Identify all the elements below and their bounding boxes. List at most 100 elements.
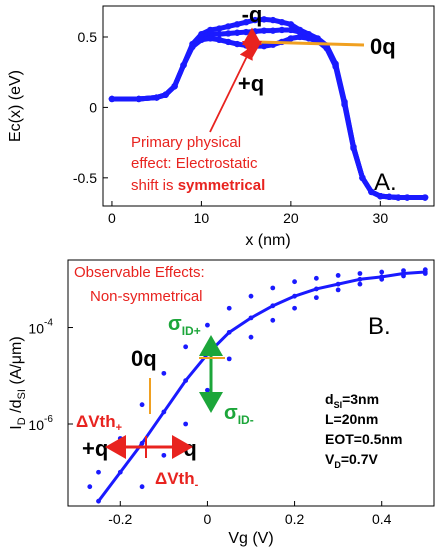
panel-b-data-point	[357, 281, 363, 287]
panel-a-data-point	[233, 29, 241, 36]
panel-a-data-point	[216, 25, 223, 32]
panel-a-data-point	[162, 91, 169, 98]
panel-a-data-point	[225, 30, 232, 37]
panel-b-xtick-label: -0.2	[108, 511, 132, 527]
panel-b-ytick-label: 10	[28, 321, 44, 337]
panel-a-data-point	[287, 21, 295, 28]
panel-a-xlabel: x (nm)	[245, 232, 290, 249]
panel-a-xtick-label: 20	[283, 210, 299, 226]
panel-b-data-point	[292, 305, 297, 311]
panel-b-xtick-label: 0	[204, 511, 212, 527]
primary-effect-bold: symmetrical	[178, 177, 266, 194]
panel-b-data-point	[161, 409, 167, 415]
red-pointer-a	[209, 46, 253, 133]
panel-b-data-point	[422, 271, 428, 276]
panel-a: 0 10 20 300.50-0.5 Ec(x) (eV) x (nm) -q 0q …	[7, 2, 435, 249]
panel-a-data-point	[395, 194, 402, 201]
panel-b-data-point	[357, 276, 363, 282]
sigma-id-plus: σID+	[168, 313, 201, 338]
panel-b-data-point	[183, 421, 189, 427]
panel-a-axes: 0 10 20 30 0.5 0 -0.5	[73, 29, 388, 226]
panel-b-data-point	[205, 351, 210, 357]
panel-b-data-point	[313, 275, 319, 281]
panel-b-data-point	[422, 267, 428, 273]
panel-b-data-point	[292, 279, 297, 285]
panel-b-data-point	[226, 305, 232, 311]
panel-b-data-point	[379, 269, 385, 275]
panel-b-data-point	[401, 273, 406, 279]
panel-a-ytick-label: 0.5	[78, 29, 98, 45]
panel-a-id: A.	[374, 169, 397, 196]
panel-a-ytick-label: -0.5	[73, 170, 97, 186]
panel-a-data-point	[296, 28, 304, 36]
panel-b-data-point	[292, 293, 297, 299]
panel-a-data-point	[216, 36, 223, 44]
panel-b-data-point	[139, 484, 145, 490]
panel-a-data-point	[135, 95, 142, 103]
panel-b-data-point	[205, 322, 210, 328]
panel-a-data-point	[296, 33, 304, 41]
panel-a-data-point	[278, 26, 286, 34]
param-dsi: dSI=3nm	[325, 391, 379, 410]
label-minus-q-a: -q	[242, 2, 263, 27]
panel-b-data-point	[248, 293, 254, 299]
primary-effect-line1: Primary physical	[131, 134, 241, 151]
panel-a-data-point	[287, 35, 295, 42]
panel-b-data-point	[161, 452, 167, 458]
panel-a-data-point	[350, 145, 357, 152]
label-zero-q-a: 0q	[370, 34, 396, 59]
panel-a-data-point	[171, 83, 178, 90]
dvth-minus: ΔVth-	[155, 469, 199, 491]
panel-b-data-point	[117, 436, 123, 441]
panel-b-data-point	[248, 315, 254, 321]
panel-a-ylabel: Ec(x) (eV)	[7, 70, 24, 142]
label-plus-q-a: +q	[238, 71, 264, 96]
panel-a-data-point	[403, 194, 411, 201]
panel-a-data-point	[287, 26, 295, 34]
panel-a-data-point	[153, 94, 160, 101]
panel-a-data-point	[260, 27, 268, 34]
panel-a-data-point	[207, 35, 214, 42]
panel-b-data-point	[226, 329, 232, 335]
panel-a-data-point	[269, 16, 277, 24]
observable-line2: Non-symmetrical	[90, 288, 203, 305]
panel-b-data-point	[313, 286, 319, 292]
panel-a-data-point	[377, 192, 384, 200]
panel-b-data-point	[357, 271, 363, 276]
panel-a-data-point	[341, 101, 348, 108]
panel-b-data-point	[96, 498, 101, 504]
panel-b-frame	[67, 259, 435, 507]
panel-a-data-point	[323, 45, 330, 52]
primary-effect-plain: shift is	[131, 177, 178, 194]
panel-a-data-point	[305, 35, 312, 42]
panel-a-data-point	[359, 174, 366, 182]
panel-a-data-point	[189, 43, 196, 51]
panel-a-data-point	[233, 21, 241, 28]
panel-b-data-point	[313, 295, 319, 301]
panel-b-xtick-label: 0.2	[285, 511, 305, 527]
panel-b-data-point	[248, 334, 254, 340]
label-plus-q-b: +q	[82, 436, 108, 461]
dvth-plus: ΔVth+	[76, 412, 122, 434]
panel-b-data-point	[183, 378, 189, 383]
panel-b-xtick-label: 0.4	[372, 511, 392, 527]
param-l: L=20nm	[325, 411, 378, 427]
panel-a-data-point	[225, 23, 232, 30]
panel-b-data-point	[96, 469, 101, 475]
sigma-id-minus: σID-	[224, 402, 254, 427]
panel-b-data-point	[183, 344, 189, 350]
panel-b-data-point	[270, 285, 276, 291]
panel-a-data-point	[251, 16, 259, 24]
panel-a-data-point	[332, 63, 339, 70]
panel-b-ylabel: ID /dSI (A/μm)	[8, 336, 28, 429]
panel-b-id: B.	[368, 313, 391, 340]
panel-a-data-point	[233, 40, 241, 48]
primary-effect-line3: shift is symmetrical	[131, 177, 265, 194]
panel-b-data-point	[335, 273, 341, 278]
panel-a-data-point	[198, 36, 205, 44]
panel-b-data-point	[139, 402, 145, 408]
panel-a-data-point	[225, 38, 232, 46]
panel-a-data-point	[421, 194, 429, 201]
orange-pointer-a	[257, 40, 365, 47]
panel-b-data-point	[226, 356, 232, 362]
